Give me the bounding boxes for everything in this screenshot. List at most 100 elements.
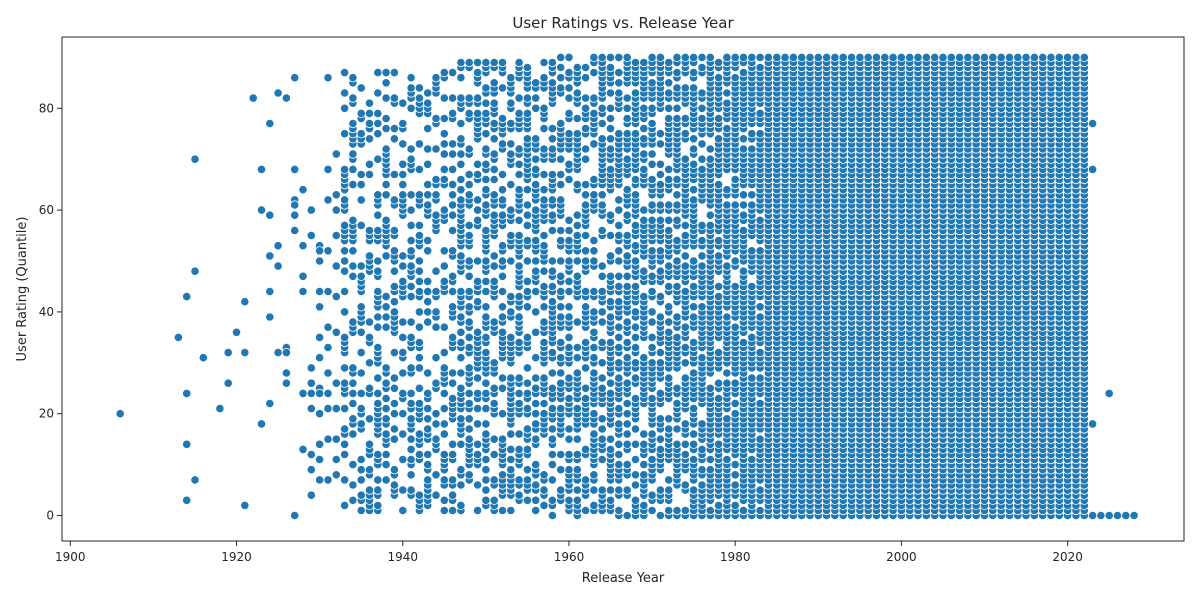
data-point	[614, 246, 624, 256]
data-point	[373, 154, 383, 164]
data-point	[680, 505, 690, 516]
data-point	[481, 185, 491, 195]
data-point	[373, 475, 383, 485]
data-point	[672, 256, 682, 266]
data-point	[481, 276, 491, 286]
data-point	[622, 398, 632, 409]
data-point	[655, 169, 666, 180]
data-point	[514, 230, 524, 241]
data-point	[531, 383, 541, 393]
data-point	[547, 281, 558, 292]
data-point	[564, 495, 574, 505]
data-point	[580, 200, 591, 210]
data-point	[314, 439, 325, 449]
data-point	[813, 52, 823, 63]
data-point	[414, 256, 424, 266]
data-point	[738, 144, 749, 154]
data-point	[672, 505, 682, 516]
data-point	[639, 164, 649, 174]
data-point	[339, 68, 350, 78]
data-point	[755, 62, 765, 73]
data-point	[564, 393, 574, 404]
data-point	[589, 353, 599, 363]
data-point	[722, 261, 732, 271]
data-point	[688, 195, 699, 205]
data-point	[605, 388, 616, 398]
data-point	[423, 190, 433, 200]
data-point	[439, 205, 449, 215]
data-point	[348, 429, 358, 439]
data-point	[655, 215, 666, 225]
data-point	[556, 83, 566, 93]
data-point	[173, 332, 183, 342]
data-point	[580, 73, 591, 83]
data-point	[647, 393, 657, 404]
data-point	[323, 195, 333, 205]
data-point	[655, 510, 666, 521]
data-point	[556, 465, 566, 475]
data-point	[423, 475, 433, 485]
data-point	[281, 368, 291, 378]
data-point	[439, 388, 449, 398]
data-point	[572, 495, 582, 505]
data-point	[364, 169, 375, 180]
data-point	[556, 73, 566, 83]
data-point	[738, 68, 749, 78]
data-point	[688, 83, 699, 93]
data-point	[464, 190, 474, 200]
data-point	[356, 490, 366, 500]
data-point	[356, 388, 366, 398]
data-point	[290, 225, 300, 236]
data-point	[747, 246, 757, 256]
data-point	[514, 169, 524, 180]
data-point	[522, 210, 533, 220]
data-point	[506, 444, 516, 454]
data-point	[314, 302, 325, 312]
data-point	[539, 124, 549, 134]
data-point	[680, 251, 690, 261]
data-point	[930, 52, 940, 63]
data-point	[398, 169, 408, 180]
data-point	[639, 353, 649, 363]
data-point	[564, 373, 574, 383]
data-point	[472, 439, 483, 449]
data-point	[439, 403, 449, 414]
data-point	[738, 52, 749, 63]
data-point	[946, 52, 956, 63]
data-point	[381, 68, 391, 78]
data-point	[597, 200, 607, 210]
data-point	[481, 200, 491, 210]
data-point	[506, 230, 516, 241]
data-point	[447, 475, 458, 485]
data-point	[314, 256, 325, 266]
data-point	[339, 475, 350, 485]
data-point	[680, 373, 690, 383]
data-point	[373, 500, 383, 510]
data-point	[580, 475, 591, 485]
data-point	[622, 52, 632, 63]
data-point	[772, 52, 782, 63]
data-point	[306, 378, 316, 388]
data-point	[556, 485, 566, 495]
data-point	[514, 444, 524, 454]
data-point	[182, 439, 192, 449]
data-point	[514, 429, 524, 439]
data-point	[398, 276, 408, 286]
data-point	[514, 93, 524, 103]
data-point	[622, 154, 632, 164]
data-point	[597, 424, 607, 434]
data-point	[314, 332, 325, 342]
data-point	[738, 337, 749, 348]
data-point	[298, 241, 308, 251]
data-point	[647, 271, 657, 281]
data-point	[348, 398, 358, 409]
data-point	[655, 200, 666, 210]
data-point	[265, 312, 275, 322]
data-point	[688, 337, 699, 348]
data-point	[481, 129, 491, 139]
data-point	[414, 337, 424, 348]
data-point	[256, 419, 267, 429]
data-point	[464, 414, 474, 424]
data-point	[514, 291, 524, 302]
data-point	[639, 57, 649, 68]
